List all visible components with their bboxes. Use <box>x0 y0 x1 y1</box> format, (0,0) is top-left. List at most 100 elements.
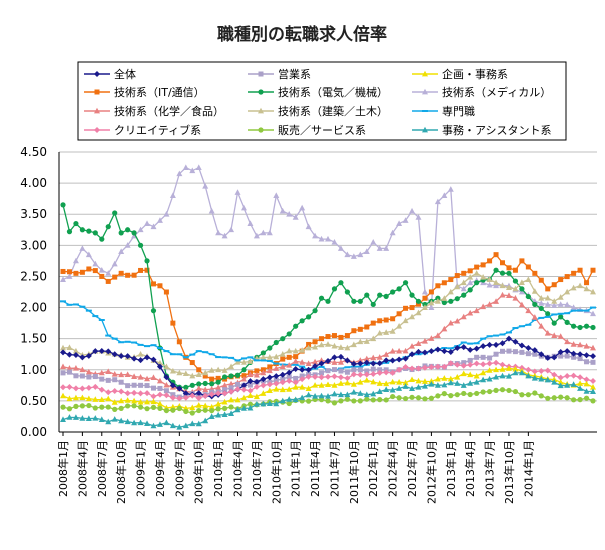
data-point <box>467 371 474 378</box>
data-point <box>247 356 254 359</box>
data-point <box>389 386 396 393</box>
data-point <box>105 270 112 276</box>
data-point <box>228 226 235 233</box>
data-point <box>137 390 144 397</box>
data-point <box>525 293 531 300</box>
data-point <box>357 398 363 404</box>
data-point <box>558 314 564 320</box>
data-point <box>163 419 170 426</box>
data-point <box>415 298 422 304</box>
legend-item: 技術系（メディカル） <box>412 85 551 99</box>
data-point <box>473 360 480 367</box>
data-point <box>266 229 273 236</box>
data-point <box>467 309 474 316</box>
data-point <box>519 349 525 355</box>
data-point <box>183 384 189 390</box>
data-point <box>150 344 157 347</box>
data-point <box>447 186 454 192</box>
data-point <box>118 341 125 344</box>
data-point <box>590 353 596 360</box>
data-point <box>318 357 325 363</box>
data-point <box>518 325 525 328</box>
data-point <box>376 329 383 336</box>
data-point <box>531 314 538 320</box>
data-point <box>66 273 73 279</box>
data-point <box>156 391 163 398</box>
data-point <box>260 359 267 362</box>
data-point <box>99 273 105 279</box>
data-point <box>499 366 506 372</box>
data-point <box>150 422 157 429</box>
data-point <box>215 411 222 418</box>
data-point <box>460 382 467 388</box>
data-point <box>292 214 299 220</box>
data-point <box>390 393 396 400</box>
data-point <box>473 307 480 314</box>
data-point <box>409 376 416 383</box>
data-point <box>105 348 112 355</box>
data-point <box>176 170 183 177</box>
data-point <box>202 386 209 393</box>
data-point <box>112 274 118 280</box>
data-point <box>421 338 428 344</box>
data-point <box>441 375 448 381</box>
legend-item: 技術系（電気／機械） <box>248 85 388 99</box>
data-point <box>351 398 357 404</box>
data-point <box>253 400 260 407</box>
data-point <box>267 345 273 351</box>
data-point <box>79 415 86 421</box>
data-point <box>577 282 584 289</box>
data-point <box>240 405 247 411</box>
data-point <box>551 379 558 385</box>
data-point <box>350 389 357 395</box>
data-point <box>98 416 105 422</box>
data-point <box>551 332 558 338</box>
data-point <box>124 340 131 343</box>
data-point <box>195 420 202 427</box>
data-point <box>293 323 299 329</box>
series-12 <box>60 369 596 430</box>
data-point <box>480 274 487 280</box>
legend-label: 技術系（建築／土木） <box>278 104 388 118</box>
data-point <box>131 382 137 388</box>
data-point <box>499 270 506 276</box>
data-point <box>331 390 338 397</box>
data-point <box>299 366 306 373</box>
data-point <box>486 341 493 348</box>
data-point <box>215 390 222 397</box>
data-point <box>467 268 473 274</box>
data-point <box>144 267 150 273</box>
data-point <box>402 395 409 402</box>
data-point <box>60 384 66 391</box>
data-point <box>125 403 131 409</box>
data-point <box>306 341 312 347</box>
data-point <box>551 371 558 378</box>
data-point <box>60 416 66 422</box>
data-point <box>402 280 409 286</box>
data-point <box>118 397 125 404</box>
data-point <box>583 380 590 387</box>
data-point <box>209 407 215 414</box>
legend-marker <box>422 70 428 77</box>
data-point <box>383 357 390 364</box>
data-point <box>286 396 293 402</box>
data-point <box>156 359 163 366</box>
data-point <box>512 295 519 301</box>
data-point <box>66 406 73 412</box>
data-point <box>260 400 267 407</box>
data-point <box>506 387 512 394</box>
data-point <box>202 373 208 379</box>
data-point <box>460 313 467 320</box>
data-point <box>182 164 189 170</box>
data-point <box>215 379 221 385</box>
data-point <box>570 381 577 387</box>
data-point <box>531 288 538 294</box>
data-point <box>196 407 202 414</box>
data-point <box>260 390 267 396</box>
data-point <box>195 390 202 397</box>
data-point <box>202 417 209 424</box>
data-point <box>305 385 312 391</box>
data-point <box>434 382 441 388</box>
x-tick-label: 2012年7月 <box>405 440 419 497</box>
data-point <box>396 347 403 354</box>
